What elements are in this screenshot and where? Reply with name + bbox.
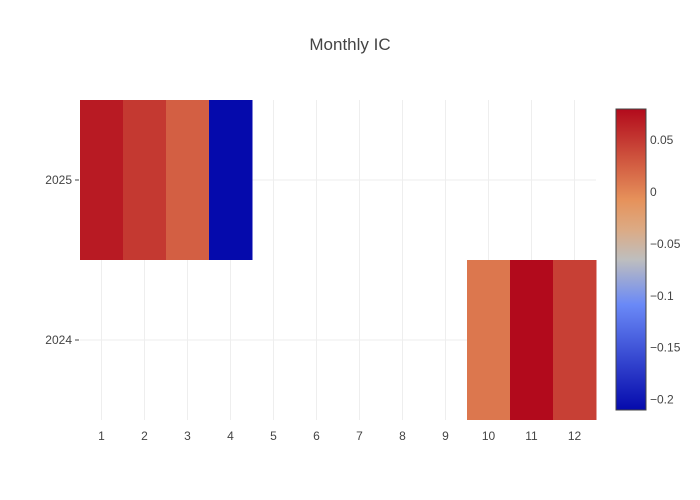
colorbar-gradient [615,108,647,411]
heatmap-cell [510,260,554,420]
colorbar-tick-label: 0.05 [650,133,674,147]
heatmap-cell [209,100,253,260]
x-tick-label: 12 [568,429,582,443]
x-tick-label: 8 [399,429,406,443]
heatmap-cell [553,260,597,420]
x-tick-label: 7 [356,429,363,443]
x-tick-label: 2 [141,429,148,443]
x-tick-label: 1 [98,429,105,443]
heatmap-cells [80,100,597,420]
y-axis: 2024 2025 [45,173,79,347]
heatmap-cell [123,100,167,260]
y-tick-label: 2025 [45,173,72,187]
heatmap-cell [80,100,124,260]
x-tick-label: 3 [184,429,191,443]
x-tick-label: 6 [313,429,320,443]
x-tick-label: 9 [442,429,449,443]
x-tick-label: 5 [270,429,277,443]
colorbar-tick-label: −0.2 [650,393,674,407]
colorbar-tick-label: −0.05 [650,237,681,251]
x-tick-label: 11 [525,429,538,443]
colorbar-tick-label: −0.15 [650,341,681,355]
x-axis: 1 2 3 4 5 6 7 8 9 10 11 12 [98,429,581,443]
x-tick-label: 10 [482,429,496,443]
x-tick-label: 4 [227,429,234,443]
colorbar-tick-label: −0.1 [650,289,674,303]
y-tick-label: 2024 [45,333,72,347]
chart-title: Monthly IC [309,35,390,54]
heatmap-cell [467,260,511,420]
colorbar-tick-label: 0 [650,185,657,199]
heatmap-cell [166,100,210,260]
colorbar: 0.05 0 −0.05 −0.1 −0.15 −0.2 [615,108,681,411]
